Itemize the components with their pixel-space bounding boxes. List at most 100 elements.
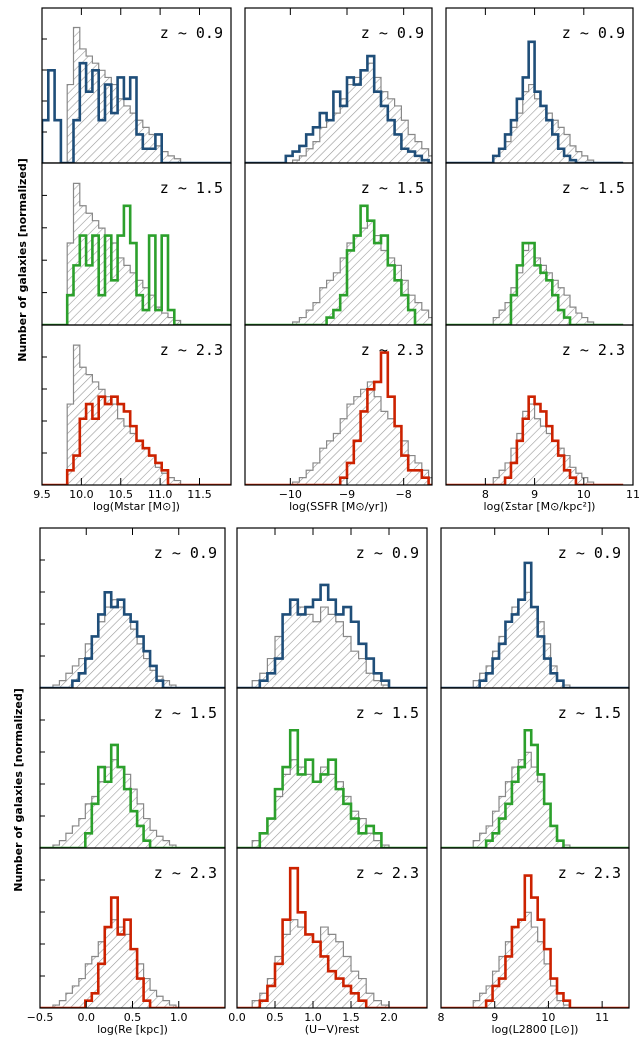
series-hist-1	[245, 204, 432, 325]
panel-0-2: z ~ 2.3	[41, 324, 232, 486]
series-hist-2	[42, 395, 231, 485]
x-tick-label: −10	[279, 488, 302, 501]
panel-plot-area	[446, 241, 624, 325]
panel-3-0: z ~ 0.9	[39, 527, 226, 689]
series-hist-0	[42, 61, 231, 163]
x-tick-label: 0.5	[266, 1011, 284, 1024]
panel-plot-area	[237, 728, 427, 848]
x-axis-label: log(L2800 [L⊙])	[492, 1023, 579, 1036]
redshift-label: z ~ 1.5	[562, 179, 625, 197]
redshift-label: z ~ 2.3	[361, 341, 424, 359]
redshift-label: z ~ 0.9	[361, 24, 424, 42]
panel-plot-area	[245, 204, 432, 325]
panel-5-1: z ~ 1.5	[440, 687, 630, 849]
panel-4-1: z ~ 1.5	[236, 687, 428, 849]
panel-1-1: z ~ 1.5	[244, 162, 433, 326]
panel-plot-area	[40, 896, 225, 1008]
reference-hist-fill	[237, 759, 427, 848]
redshift-label: z ~ 2.3	[154, 864, 217, 882]
x-tick-label: 9.5	[33, 488, 51, 501]
series-hist-1	[40, 743, 225, 848]
series-hist-0	[441, 561, 629, 688]
panel-plot-area	[446, 395, 624, 485]
series-hist-0	[40, 591, 225, 688]
reference-hist-fill	[441, 752, 629, 848]
reference-hist-outline	[441, 751, 629, 848]
reference-hist-outline	[446, 242, 624, 325]
reference-hist-fill	[446, 404, 624, 485]
x-axis-label: log(Σstar [M⊙/kpc²])	[484, 500, 596, 513]
redshift-label: z ~ 1.5	[356, 704, 419, 722]
panel-2-1: z ~ 1.5	[445, 162, 634, 326]
redshift-label: z ~ 0.9	[558, 544, 621, 562]
series-hist-2	[237, 866, 427, 1008]
x-tick-label: 11.0	[148, 488, 173, 501]
redshift-label: z ~ 1.5	[361, 179, 424, 197]
reference-hist-fill	[441, 912, 629, 1008]
reference-hist-fill	[40, 759, 225, 848]
panel-frame	[41, 324, 232, 486]
redshift-label: z ~ 0.9	[154, 544, 217, 562]
reference-hist-fill	[446, 84, 624, 163]
x-axis-label: log(Re [kpc])	[97, 1023, 168, 1036]
panel-0-0: z ~ 0.9	[41, 7, 232, 164]
series-hist-1	[42, 204, 231, 325]
series-hist-0	[237, 583, 427, 688]
reference-hist-outline	[441, 911, 629, 1008]
y-axis-label-bottom: Number of galaxies [normalized]	[12, 688, 25, 891]
x-tick-label: 9	[491, 1011, 498, 1024]
x-tick-label: 1.0	[304, 1011, 322, 1024]
x-tick-label: 10.5	[109, 488, 134, 501]
redshift-label: z ~ 0.9	[160, 24, 223, 42]
reference-hist-fill	[40, 919, 225, 1008]
x-axis-label: log(Mstar [M⊙])	[93, 500, 180, 513]
panel-1-2: z ~ 2.3	[244, 324, 433, 486]
panel-plot-area	[42, 182, 231, 325]
series-hist-2	[441, 874, 629, 1008]
panel-4-0: z ~ 0.9	[236, 527, 428, 689]
panel-plot-area	[441, 561, 629, 688]
panel-5-0: z ~ 0.9	[440, 527, 630, 689]
reference-hist-outline	[446, 403, 624, 485]
panel-2-0: z ~ 0.9	[445, 7, 634, 164]
x-tick-label: 10.0	[69, 488, 94, 501]
reference-hist-fill	[237, 919, 427, 1008]
series-hist-2	[40, 896, 225, 1008]
reference-hist-outline	[237, 599, 427, 688]
series-hist-1	[441, 728, 629, 848]
redshift-label: z ~ 1.5	[154, 704, 217, 722]
redshift-label: z ~ 2.3	[558, 864, 621, 882]
panel-plot-area	[40, 591, 225, 688]
x-axis-label: log(SSFR [M⊙/yr])	[289, 500, 388, 513]
panel-plot-area	[237, 866, 427, 1008]
reference-hist-outline	[245, 381, 432, 485]
redshift-label: z ~ 2.3	[160, 341, 223, 359]
x-tick-label: 8	[482, 488, 489, 501]
x-tick-label: 9	[531, 488, 538, 501]
panel-2-2: z ~ 2.3	[445, 324, 634, 486]
panel-plot-area	[441, 874, 629, 1008]
x-axis-label: (U−V)rest	[305, 1023, 360, 1036]
x-tick-label: 10	[541, 1011, 555, 1024]
redshift-label: z ~ 2.3	[562, 341, 625, 359]
redshift-label: z ~ 0.9	[356, 544, 419, 562]
reference-hist-fill	[42, 345, 231, 485]
redshift-label: z ~ 0.9	[562, 24, 625, 42]
x-tick-label: 11	[595, 1011, 609, 1024]
reference-hist-fill	[446, 243, 624, 325]
x-tick-label: −8	[396, 488, 412, 501]
panel-4-2: z ~ 2.3	[236, 847, 428, 1009]
x-tick-label: 10	[577, 488, 591, 501]
series-hist-2	[446, 395, 624, 485]
panel-frame	[244, 324, 433, 486]
redshift-label: z ~ 1.5	[160, 179, 223, 197]
panel-plot-area	[237, 583, 427, 688]
series-hist-1	[237, 728, 427, 848]
panel-plot-area	[40, 743, 225, 848]
y-axis-label-top: Number of galaxies [normalized]	[16, 158, 29, 361]
x-tick-label: 0.0	[78, 1011, 96, 1024]
panel-plot-area	[245, 351, 432, 485]
x-tick-label: 1.0	[170, 1011, 188, 1024]
series-hist-0	[446, 40, 624, 163]
